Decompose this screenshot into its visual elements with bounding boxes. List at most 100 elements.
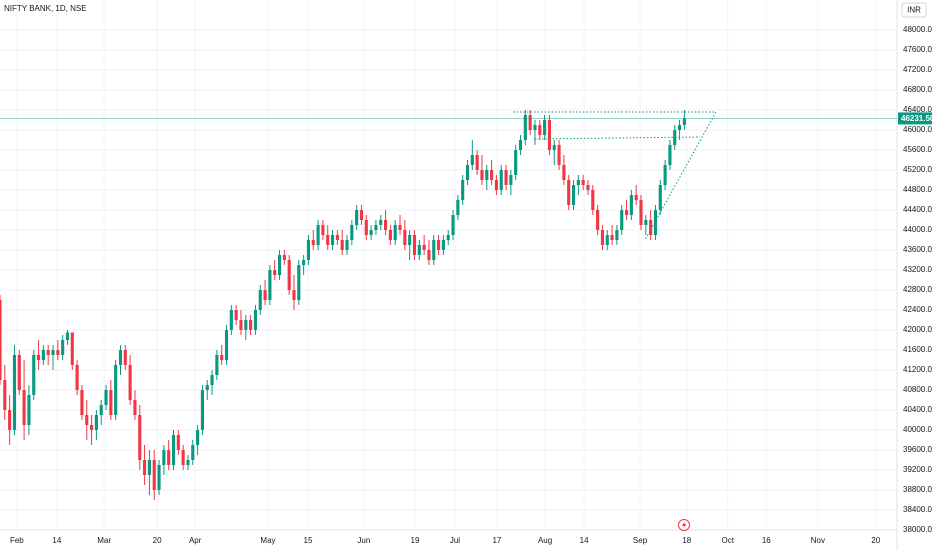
candle-body [220, 355, 224, 360]
x-tick-label: Aug [538, 536, 552, 545]
candle-body [514, 150, 518, 175]
last-price-label: 46231.50 [901, 114, 932, 123]
y-tick-label: 46000.00 [903, 125, 932, 134]
candle-body [451, 215, 455, 235]
candle-body [311, 240, 315, 245]
candle-body [22, 390, 26, 425]
candle-body [470, 155, 474, 165]
candle-body [552, 145, 556, 150]
candle-body [668, 145, 672, 165]
candle-body [571, 185, 576, 205]
candle-body [393, 225, 397, 240]
candle-body [273, 270, 277, 275]
x-tick-label: 17 [492, 536, 501, 545]
candle-body [523, 115, 527, 140]
candle-body [297, 265, 301, 300]
candle-body [408, 235, 412, 245]
candle-body [658, 185, 662, 210]
candle-body [215, 355, 219, 375]
candle-body [591, 190, 595, 210]
candle-body [229, 310, 233, 330]
candle-body [90, 425, 94, 430]
candles [0, 110, 686, 500]
candle-body [0, 300, 2, 380]
candle-body [494, 180, 498, 190]
candle-body [210, 375, 214, 385]
y-tick-label: 45200.00 [903, 165, 932, 174]
candle-body [475, 155, 479, 170]
last-price-box [898, 112, 932, 125]
candle-body [384, 220, 388, 230]
candle-body [191, 445, 195, 460]
candle-body [46, 350, 50, 355]
candle-body [147, 460, 151, 475]
y-tick-label: 44000.00 [903, 225, 932, 234]
candle-body [509, 175, 513, 185]
candle-body [596, 210, 600, 230]
x-tick-label: Nov [811, 536, 825, 545]
candle-body [605, 235, 609, 245]
candle-body [624, 210, 629, 215]
candle-body [234, 310, 238, 320]
candle-body [282, 255, 286, 260]
candle-body [200, 390, 204, 430]
candle-body [355, 210, 359, 225]
y-tick-label: 45600.00 [903, 145, 932, 154]
y-tick-label: 41600.00 [903, 345, 932, 354]
candle-body [673, 130, 677, 145]
y-tick-label: 46400.00 [903, 105, 932, 114]
candle-body [345, 240, 349, 250]
y-tick-label: 38000.00 [903, 525, 932, 534]
y-tick-label: 39600.00 [903, 445, 932, 454]
candle-body [547, 120, 552, 150]
candle-body [157, 465, 161, 490]
candle-body [205, 385, 209, 390]
chart-title: NIFTY BANK, 1D, NSE [4, 4, 87, 13]
candle-body [518, 140, 523, 150]
y-tick-label: 42400.00 [903, 305, 932, 314]
candle-body [176, 435, 180, 450]
candle-body [263, 290, 267, 300]
candle-body [644, 220, 648, 225]
candle-body [504, 170, 508, 185]
trend-lines [513, 111, 717, 241]
candle-body [65, 332, 70, 340]
y-tick-label: 43600.00 [903, 245, 932, 254]
candle-body [133, 400, 137, 415]
candle-body [123, 350, 127, 365]
candle-body [27, 395, 31, 425]
y-tick-label: 39200.00 [903, 465, 932, 474]
currency-label[interactable]: INR [907, 6, 921, 15]
candle-body [461, 180, 465, 200]
x-tick-label: 18 [682, 536, 691, 545]
y-tick-label: 38400.00 [903, 505, 932, 514]
candle-body [41, 350, 45, 360]
candle-body [620, 210, 624, 230]
candle-body [480, 170, 484, 180]
candle-body [422, 245, 426, 250]
candle-body [581, 180, 585, 185]
candle-body [586, 185, 590, 190]
candle-body [649, 220, 653, 235]
x-tick-label: 20 [871, 536, 880, 545]
candle-body [432, 240, 436, 260]
y-tick-label: 40000.00 [903, 425, 932, 434]
candle-body [321, 225, 325, 235]
y-tick-label: 41200.00 [903, 365, 932, 374]
y-tick-label: 47600.00 [903, 45, 932, 54]
candle-body [528, 115, 532, 130]
currency-box[interactable] [901, 2, 927, 18]
candle-body [374, 225, 378, 230]
candle-body [398, 225, 402, 230]
candle-body [104, 390, 108, 405]
candle-body [109, 390, 113, 415]
candle-body [543, 120, 547, 135]
candle-body [340, 240, 344, 250]
candle-body [12, 355, 17, 430]
x-tick-label: Apr [189, 536, 202, 545]
x-tick-label: 20 [153, 536, 162, 545]
candle-body [663, 165, 667, 185]
candle-body [567, 180, 571, 205]
candle-body [61, 340, 65, 355]
candle-body [143, 460, 147, 475]
